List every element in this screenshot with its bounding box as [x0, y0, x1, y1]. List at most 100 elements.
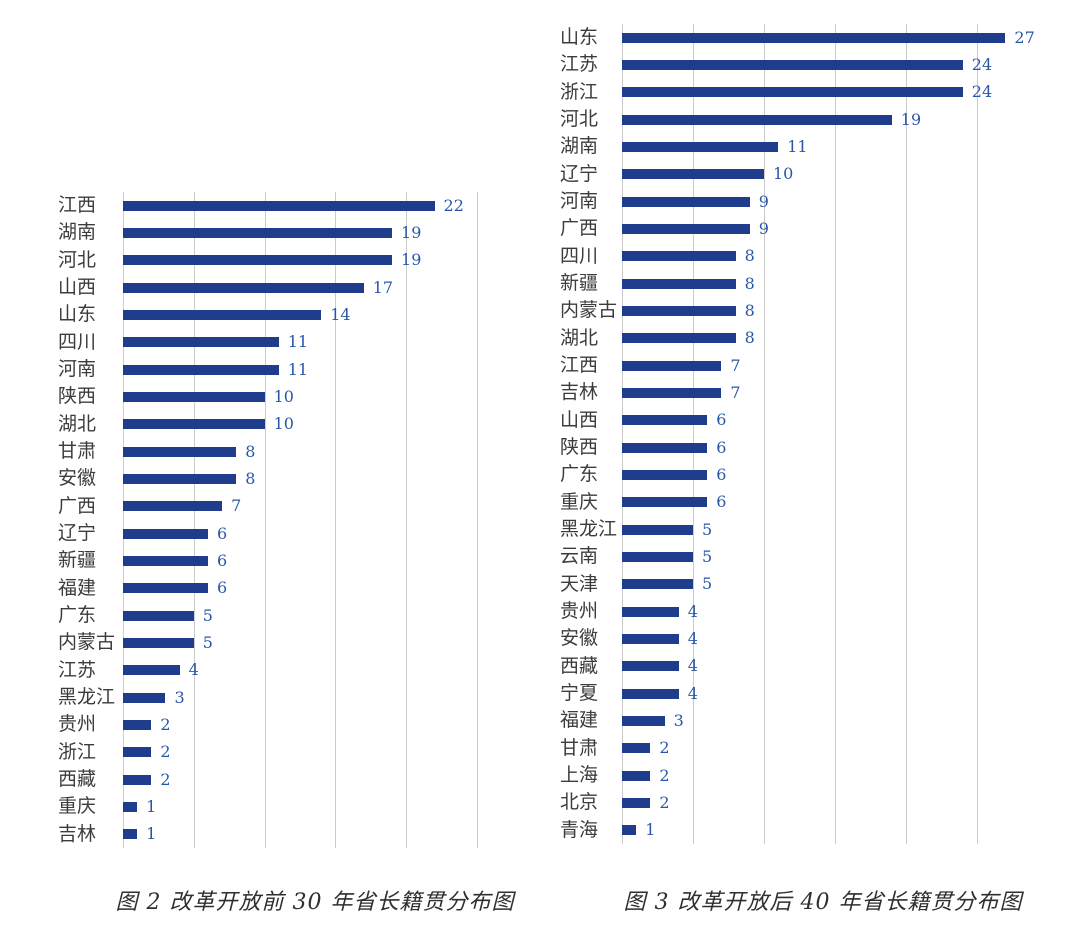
bar-row: 江西 7 — [560, 352, 1050, 379]
bar-row: 山东 14 — [58, 301, 543, 328]
category-label: 江苏 — [58, 658, 97, 681]
bar-row: 辽宁 6 — [58, 520, 543, 547]
bar — [622, 141, 779, 152]
value-label: 11 — [787, 136, 808, 156]
bar-rows: 江西 22 湖南 19 河北 19 山西 17 山东 14 四川 11 河南 11 陕西 10 湖北 10 甘肃 8 安… — [58, 192, 543, 848]
category-label: 青海 — [560, 818, 599, 841]
bar-row: 西藏 2 — [58, 766, 543, 793]
bar-track: 4 — [622, 598, 977, 625]
bar — [622, 169, 764, 180]
bar-row: 江苏 24 — [560, 51, 1050, 78]
category-label: 西藏 — [58, 768, 97, 791]
bar — [622, 305, 736, 316]
category-label: 甘肃 — [560, 736, 599, 759]
category-label: 广西 — [560, 217, 599, 240]
bar — [123, 665, 180, 676]
bar-track: 6 — [123, 520, 477, 547]
bar-row: 陕西 6 — [560, 434, 1050, 461]
bar-track: 10 — [123, 411, 477, 438]
bar — [123, 309, 322, 320]
bar-track: 10 — [622, 161, 977, 188]
category-label: 山东 — [560, 26, 599, 49]
value-label: 2 — [160, 742, 171, 762]
value-label: 5 — [702, 574, 713, 594]
category-label: 湖南 — [560, 135, 599, 158]
bar-track: 8 — [622, 325, 977, 352]
category-label: 广西 — [58, 494, 97, 517]
bar-track: 6 — [123, 547, 477, 574]
category-label: 云南 — [560, 545, 599, 568]
value-label: 8 — [245, 468, 256, 488]
gridline — [835, 24, 836, 844]
category-label: 辽宁 — [560, 162, 599, 185]
category-label: 河南 — [560, 190, 599, 213]
bar-track: 4 — [622, 625, 977, 652]
bar — [622, 661, 679, 672]
bar — [123, 528, 208, 539]
value-label: 27 — [1014, 27, 1035, 47]
value-label: 10 — [273, 414, 294, 434]
gridline — [906, 24, 907, 844]
bar — [622, 442, 708, 453]
value-label: 1 — [645, 820, 656, 840]
bar — [622, 87, 963, 98]
category-label: 辽宁 — [58, 522, 97, 545]
category-label: 黑龙江 — [58, 686, 116, 709]
bar-track: 6 — [622, 461, 977, 488]
bar — [123, 200, 435, 211]
bar — [622, 524, 693, 535]
value-label: 8 — [744, 328, 755, 348]
category-label: 黑龙江 — [560, 518, 618, 541]
bar-row: 广东 6 — [560, 461, 1050, 488]
bar-row: 浙江 2 — [58, 739, 543, 766]
bar-track: 8 — [622, 297, 977, 324]
value-label: 5 — [202, 605, 213, 625]
category-label: 上海 — [560, 764, 599, 787]
bar-track: 2 — [123, 711, 477, 738]
bar-track: 14 — [123, 301, 477, 328]
bar-row: 浙江 24 — [560, 79, 1050, 106]
category-label: 内蒙古 — [560, 299, 618, 322]
bar-track: 19 — [123, 247, 477, 274]
value-label: 6 — [216, 523, 228, 543]
category-label: 贵州 — [58, 713, 97, 736]
category-label: 湖南 — [58, 221, 97, 244]
bar-row: 青海 1 — [560, 817, 1050, 844]
category-label: 天津 — [560, 572, 599, 595]
category-label: 山东 — [58, 303, 97, 326]
bar-track: 19 — [622, 106, 977, 133]
figure2-plot-area: 江西 22 湖南 19 河北 19 山西 17 山东 14 四川 11 河南 11 陕西 10 湖北 10 甘肃 8 安… — [58, 192, 543, 848]
value-label: 4 — [687, 656, 698, 676]
value-label: 10 — [273, 386, 294, 406]
bar-track: 8 — [622, 243, 977, 270]
bar-row: 山西 17 — [58, 274, 543, 301]
bar-row: 山西 6 — [560, 407, 1050, 434]
value-label: 8 — [245, 441, 256, 461]
bar — [123, 227, 393, 238]
bar — [123, 719, 152, 730]
bar-track: 6 — [622, 407, 977, 434]
value-label: 4 — [687, 628, 698, 648]
gridline — [764, 24, 765, 844]
bar-track: 6 — [622, 489, 977, 516]
bar-track: 11 — [123, 356, 477, 383]
value-label: 6 — [716, 410, 727, 430]
bar — [123, 555, 208, 566]
bar — [622, 333, 736, 344]
bar-row: 甘肃 8 — [58, 438, 543, 465]
gridline — [193, 192, 195, 848]
bar-track: 24 — [622, 79, 992, 106]
value-label: 4 — [188, 660, 199, 680]
value-label: 17 — [372, 277, 394, 297]
category-label: 安徽 — [58, 467, 97, 490]
bar-track: 6 — [622, 434, 977, 461]
bar-row: 北京 2 — [560, 789, 1050, 816]
value-label: 22 — [443, 195, 464, 215]
category-label: 新疆 — [560, 272, 599, 295]
value-label: 8 — [744, 246, 755, 266]
bar-row: 甘肃 2 — [560, 735, 1050, 762]
bar — [123, 583, 208, 594]
category-label: 四川 — [560, 244, 599, 267]
bar-row: 吉林 1 — [58, 821, 543, 848]
value-label: 5 — [702, 519, 713, 539]
